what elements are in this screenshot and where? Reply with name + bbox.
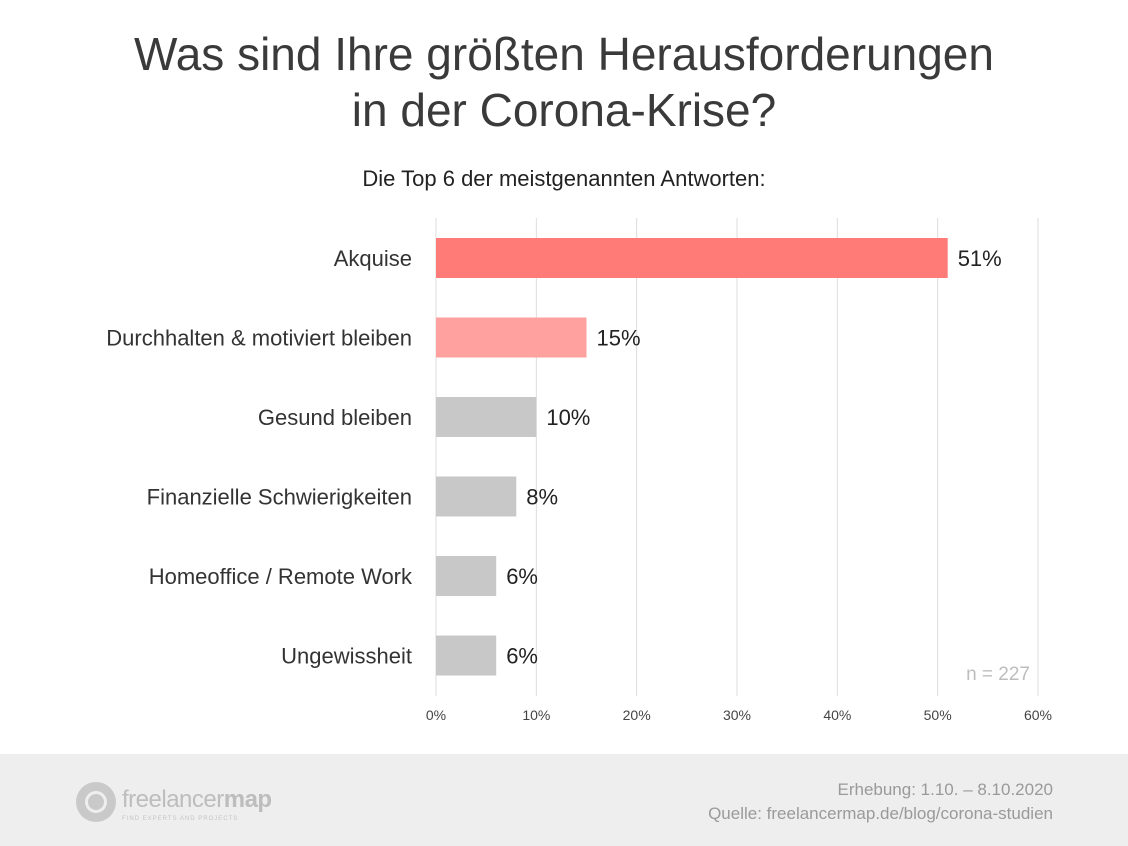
source-note: Quelle: freelancermap.de/blog/corona-stu… — [708, 804, 1053, 823]
category-label: Ungewissheit — [281, 644, 412, 669]
x-tick-label: 60% — [1024, 707, 1052, 723]
bar — [436, 635, 497, 676]
x-tick-label: 0% — [426, 707, 446, 723]
data-label: 6% — [506, 564, 538, 589]
chart-title-line-2: in der Corona-Krise? — [351, 84, 777, 136]
logo-wordmark: freelancermap — [122, 786, 272, 814]
logo-mark-icon — [76, 782, 116, 822]
logo-tagline: FIND EXPERTS AND PROJECTS — [122, 816, 239, 822]
survey-period: Erhebung: 1.10. – 8.10.2020 — [837, 780, 1053, 799]
logo-word-light: freelancer — [122, 786, 224, 813]
chart-subtitle: Die Top 6 der meistgenannten Antworten: — [362, 166, 766, 191]
footer: freelancermap FIND EXPERTS AND PROJECTS … — [0, 754, 1128, 846]
bar — [436, 397, 537, 437]
bar — [436, 317, 587, 358]
chart-title: Was sind Ihre größten Herausforderungen … — [0, 26, 1128, 138]
footer-notes: Erhebung: 1.10. – 8.10.2020 Quelle: free… — [708, 778, 1053, 826]
data-label: 6% — [506, 644, 538, 669]
category-label: Durchhalten & motiviert bleiben — [106, 326, 412, 351]
category-label: Finanzielle Schwierigkeiten — [147, 485, 412, 510]
logo-word-bold: map — [223, 786, 272, 813]
data-label: 15% — [597, 326, 641, 351]
bar-chart: 0% 10% 20% 30% 40% 50% 60% Akquise 51% Durchhalte… — [106, 218, 1052, 723]
bar — [436, 238, 948, 278]
bar — [436, 476, 517, 517]
freelancermap-logo: freelancermap FIND EXPERTS AND PROJECTS — [76, 780, 296, 830]
x-tick-label: 50% — [924, 707, 952, 723]
bar — [436, 556, 497, 596]
data-label: 51% — [958, 246, 1002, 271]
x-tick-label: 30% — [723, 707, 751, 723]
category-label: Akquise — [334, 246, 412, 271]
data-label: 8% — [526, 485, 558, 510]
data-label: 10% — [546, 405, 590, 430]
chart-title-line-1: Was sind Ihre größten Herausforderungen — [134, 28, 994, 80]
x-tick-label: 40% — [823, 707, 851, 723]
x-tick-label: 20% — [623, 707, 651, 723]
x-tick-label: 10% — [522, 707, 550, 723]
sample-size-annotation: n = 227 — [966, 664, 1030, 685]
category-label: Gesund bleiben — [258, 405, 412, 430]
category-label: Homeoffice / Remote Work — [149, 564, 413, 589]
